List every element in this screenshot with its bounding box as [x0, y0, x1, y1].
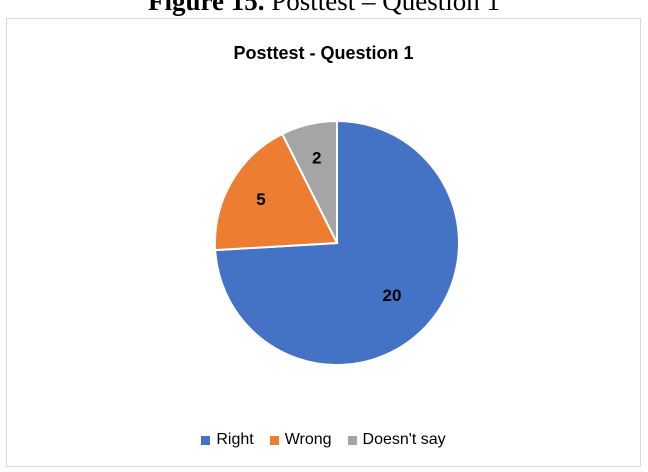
- pie-slice-wrong: [214, 132, 339, 252]
- figure-caption: Figure 15. Posttest – Question 1: [0, 0, 648, 17]
- legend-item-doesnt-say: Doesn't say: [347, 431, 446, 449]
- legend-label: Right: [216, 431, 254, 448]
- data-label-right: 20: [383, 286, 402, 305]
- legend-swatch: [347, 435, 357, 445]
- chart-title: Posttest - Question 1: [233, 43, 414, 63]
- legend-item-right: Right: [201, 431, 254, 449]
- legend-label: Doesn't say: [362, 431, 446, 448]
- legend: Right Wrong Doesn't say: [7, 431, 640, 449]
- pie-slice-doesnt-say: [280, 119, 338, 244]
- data-label-wrong: 5: [256, 190, 265, 209]
- legend-swatch: [201, 435, 211, 445]
- chart-frame: Posttest - Question 1 20 5 2 Right Wrong Doe…: [6, 18, 641, 467]
- data-label-doesnt-say: 2: [312, 149, 321, 168]
- legend-label: Wrong: [284, 431, 332, 448]
- legend-item-wrong: Wrong: [269, 431, 332, 449]
- legend-swatch: [269, 435, 279, 445]
- figure-caption-label: Figure 15.: [147, 0, 265, 16]
- figure-caption-text: Posttest – Question 1: [271, 0, 500, 16]
